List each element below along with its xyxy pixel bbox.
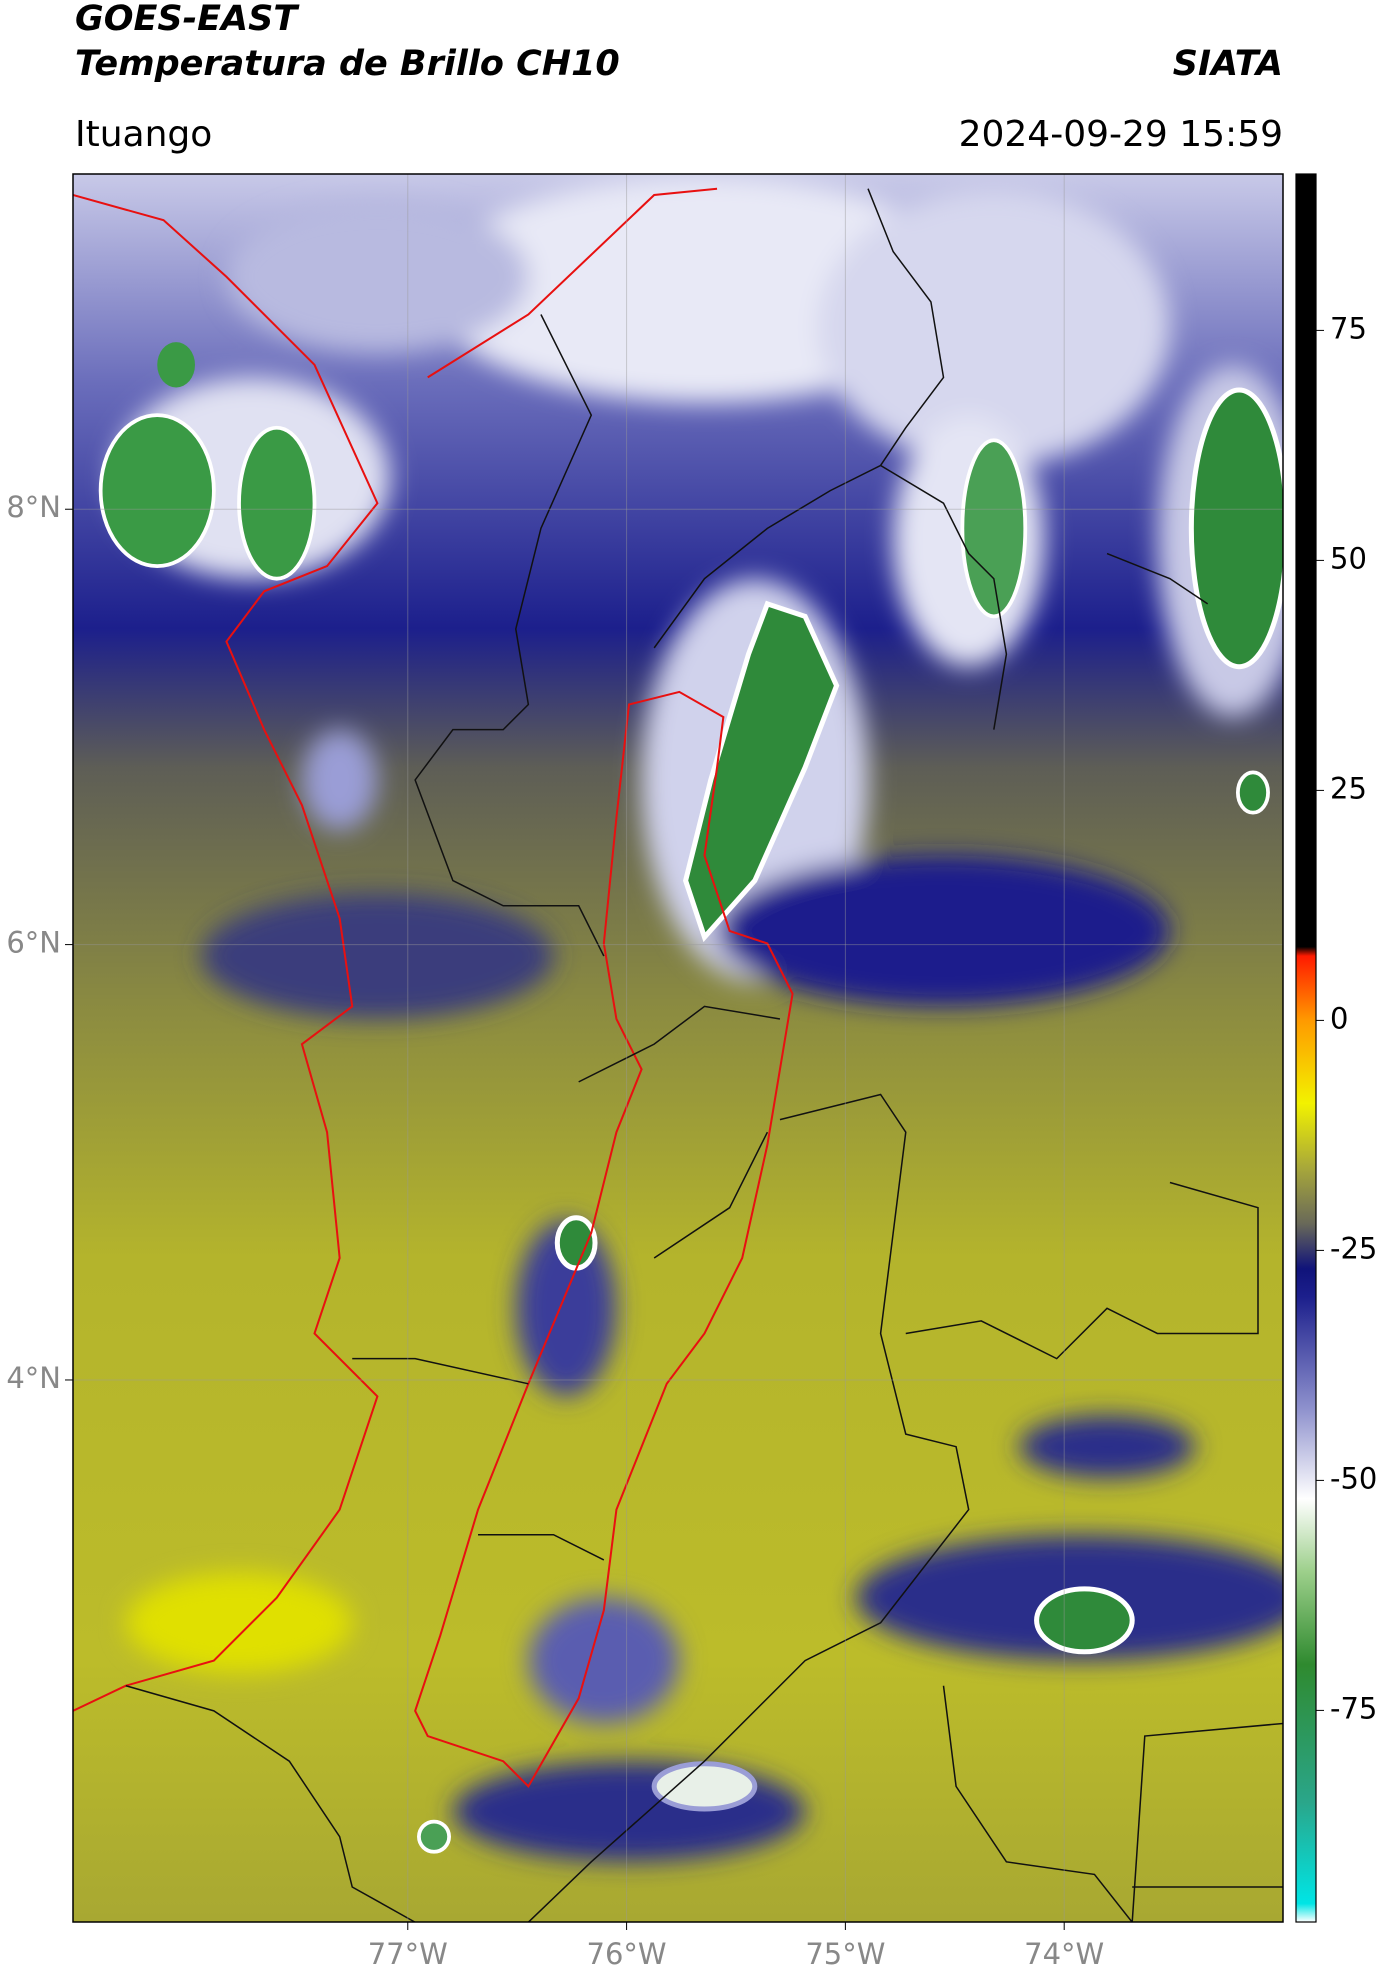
title: GOES-EAST [75, 0, 300, 39]
x-tick-label: 76°W [587, 1937, 667, 1971]
y-tick-label: 4°N [6, 1361, 61, 1395]
colorbar [1295, 173, 1317, 1923]
map-image [73, 174, 1283, 1922]
colorbar-tick-label: -25 [1330, 1231, 1377, 1265]
source: SIATA [1173, 44, 1283, 84]
x-tick-label: 77°W [368, 1937, 448, 1971]
colorbar-tick-label: 50 [1330, 541, 1367, 575]
graticule [73, 174, 1283, 1922]
colorbar-tick-label: 0 [1330, 1001, 1348, 1035]
colorbar-tick-label: 25 [1330, 771, 1367, 805]
x-tick-label: 74°W [1024, 1937, 1104, 1971]
x-tick-label: 75°W [805, 1937, 885, 1971]
y-tick-label: 6°N [6, 926, 61, 960]
subtitle: Temperatura de Brillo CH10 [75, 44, 620, 84]
timestamp: 2024-09-29 15:59 [959, 114, 1283, 155]
boundaries [73, 187, 1283, 1922]
location: Ituango [75, 114, 212, 155]
colorbar-tick-label: -75 [1330, 1691, 1377, 1725]
colorbar-tick-label: -50 [1330, 1461, 1377, 1495]
cold-cores [98, 342, 1283, 1854]
y-tick-label: 8°N [6, 490, 61, 524]
map-frame [72, 173, 1284, 1923]
colorbar-tick-label: 75 [1330, 311, 1367, 345]
